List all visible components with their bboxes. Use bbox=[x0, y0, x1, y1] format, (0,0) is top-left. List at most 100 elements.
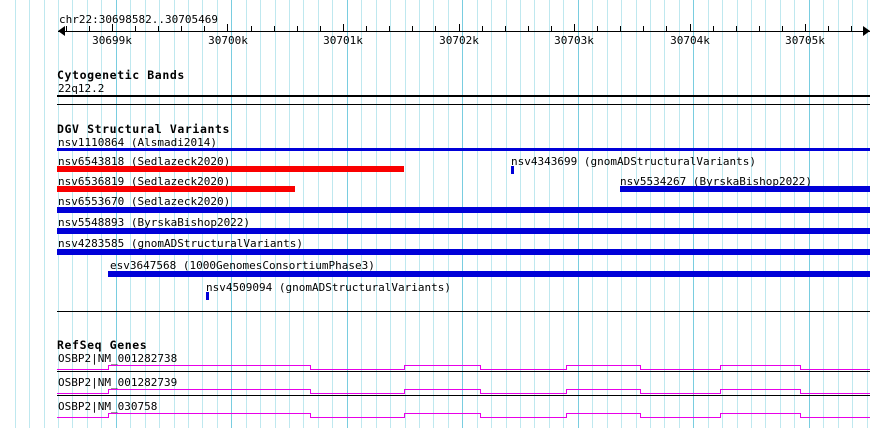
gridline bbox=[318, 0, 319, 428]
ruler-tick-major bbox=[574, 24, 575, 32]
gene-exon-segment bbox=[57, 393, 108, 394]
gene-intron-riser bbox=[640, 413, 641, 418]
gene-exon-segment bbox=[720, 389, 800, 390]
variant-bar-esv3647568[interactable] bbox=[108, 271, 870, 277]
gene-exon-segment bbox=[800, 417, 870, 418]
track-label-osbp2-nm-030758[interactable]: OSBP2|NM_030758 bbox=[58, 400, 158, 413]
track-label-esv3647568[interactable]: esv3647568 (1000GenomesConsortiumPhase3) bbox=[110, 259, 375, 272]
gridline bbox=[361, 0, 362, 428]
ruler-tick-minor bbox=[204, 26, 205, 31]
variant-bar-nsv5548893[interactable] bbox=[57, 228, 870, 234]
track-label-osbp2-nm-001282738[interactable]: OSBP2|NM_001282738 bbox=[58, 352, 178, 365]
ruler-tick-major bbox=[343, 24, 344, 32]
section-divider-dgv-bottom bbox=[57, 311, 870, 312]
gridline bbox=[87, 0, 88, 428]
variant-tick-nsv4343699[interactable] bbox=[511, 166, 514, 174]
ruler-label: 30700k bbox=[208, 34, 248, 47]
ruler-label: 30705k bbox=[785, 34, 825, 47]
gene-intron-riser bbox=[310, 365, 311, 370]
gene-exon-segment bbox=[566, 389, 640, 390]
variant-bar-nsv6536819[interactable] bbox=[57, 186, 295, 192]
gridline bbox=[650, 0, 651, 428]
ruler-tick-minor bbox=[551, 26, 552, 31]
track-label-nsv5548893[interactable]: nsv5548893 (ByrskaBishop2022) bbox=[58, 216, 251, 229]
gene-intron-riser bbox=[800, 389, 801, 394]
variant-bar-nsv6543818[interactable] bbox=[57, 166, 404, 172]
ruler-tick-minor bbox=[89, 26, 90, 31]
ruler-tick-major bbox=[459, 24, 460, 32]
track-label-nsv5534267[interactable]: nsv5534267 (ByrskaBishop2022) bbox=[620, 175, 813, 188]
gene-exon-segment bbox=[640, 369, 720, 370]
gridline bbox=[58, 0, 59, 428]
ruler-axis-line bbox=[58, 31, 870, 32]
gridline bbox=[405, 0, 406, 428]
gene-intron-riser bbox=[640, 389, 641, 394]
variant-bar-nsv1110864[interactable] bbox=[57, 148, 870, 151]
gene-exon-segment bbox=[210, 413, 310, 414]
ruler-tick-major bbox=[227, 24, 228, 32]
track-label-osbp2-nm-001282739[interactable]: OSBP2|NM_001282739 bbox=[58, 376, 178, 389]
gridline bbox=[780, 0, 781, 428]
gridline bbox=[376, 0, 377, 428]
ruler-label: 30704k bbox=[670, 34, 710, 47]
ruler-tick-major bbox=[690, 24, 691, 32]
ruler-tick-minor bbox=[320, 26, 321, 31]
arrow-left-icon[interactable] bbox=[58, 26, 65, 36]
track-label-nsv4283585[interactable]: nsv4283585 (gnomADStructuralVariants) bbox=[58, 237, 304, 250]
track-label-nsv6543818[interactable]: nsv6543818 (Sedlazeck2020) bbox=[58, 155, 231, 168]
ruler-tick-minor bbox=[597, 26, 598, 31]
track-label-nsv4509094[interactable]: nsv4509094 (gnomADStructuralVariants) bbox=[206, 281, 452, 294]
ruler-tick-minor bbox=[713, 26, 714, 31]
variant-tick-nsv4509094[interactable] bbox=[206, 292, 209, 300]
gridline bbox=[72, 0, 73, 428]
gene-exon-segment bbox=[210, 389, 310, 390]
variant-bar-nsv4283585[interactable] bbox=[57, 249, 870, 255]
ruler-tick-minor bbox=[528, 26, 529, 31]
ruler-tick-minor bbox=[828, 26, 829, 31]
track-label-nsv6553670[interactable]: nsv6553670 (Sedlazeck2020) bbox=[58, 195, 231, 208]
gridline bbox=[289, 0, 290, 428]
arrow-right-icon[interactable] bbox=[863, 26, 870, 36]
ruler-tick-major bbox=[805, 24, 806, 32]
gene-intron-riser bbox=[404, 389, 405, 394]
gene-intron-riser bbox=[108, 413, 109, 418]
gene-intron-riser bbox=[720, 365, 721, 370]
track-label-nsv4343699[interactable]: nsv4343699 (gnomADStructuralVariants) bbox=[511, 155, 757, 168]
track-label-nsv6536819[interactable]: nsv6536819 (Sedlazeck2020) bbox=[58, 175, 231, 188]
gridline bbox=[751, 0, 752, 428]
cytoband-bar-22q12-2[interactable] bbox=[57, 95, 870, 97]
section-divider-top bbox=[57, 104, 870, 105]
gene-exon-segment bbox=[480, 393, 566, 394]
gridline bbox=[506, 0, 507, 428]
track-label-22q12-2[interactable]: 22q12.2 bbox=[58, 82, 105, 95]
ruler-tick-minor bbox=[782, 26, 783, 31]
ruler-tick-minor bbox=[135, 26, 136, 31]
gridline bbox=[246, 0, 247, 428]
gridline bbox=[462, 0, 463, 428]
gene-exon-segment bbox=[566, 365, 640, 366]
gridline bbox=[231, 0, 232, 428]
gridline bbox=[217, 0, 218, 428]
gridline bbox=[29, 0, 30, 428]
ruler-tick-minor bbox=[366, 26, 367, 31]
gridline bbox=[260, 0, 261, 428]
gridline bbox=[174, 0, 175, 428]
gene-exon-segment bbox=[310, 417, 404, 418]
gene-intron-riser bbox=[640, 365, 641, 370]
variant-bar-nsv5534267[interactable] bbox=[620, 186, 870, 192]
ruler-tick-minor bbox=[389, 26, 390, 31]
gridline bbox=[563, 0, 564, 428]
gridline bbox=[303, 0, 304, 428]
ruler-tick-minor bbox=[412, 26, 413, 31]
ruler-tick-minor bbox=[158, 26, 159, 31]
gridline bbox=[664, 0, 665, 428]
section-title-cytogenetic-bands: Cytogenetic Bands bbox=[57, 68, 185, 82]
ruler-tick-minor bbox=[435, 26, 436, 31]
track-label-nsv1110864[interactable]: nsv1110864 (Alsmadi2014) bbox=[58, 136, 217, 149]
gene-exon-segment bbox=[720, 365, 800, 366]
variant-bar-nsv6553670[interactable] bbox=[57, 207, 870, 213]
gridline bbox=[765, 0, 766, 428]
gridline bbox=[101, 0, 102, 428]
